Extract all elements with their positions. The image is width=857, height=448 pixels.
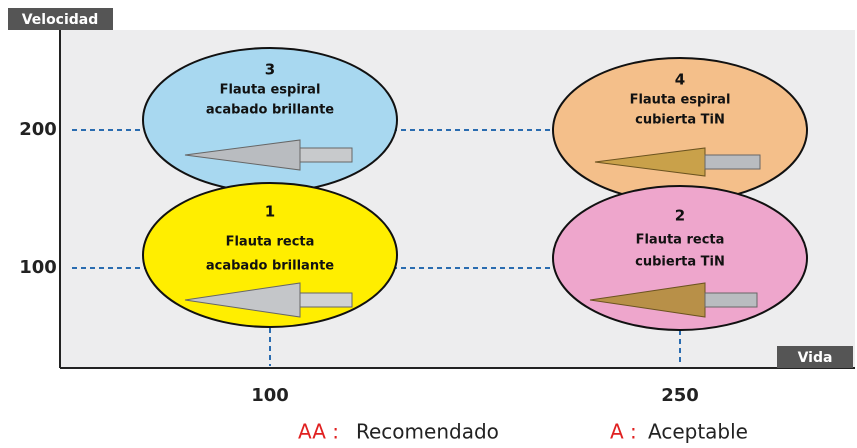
node-label: cubierta TiN — [635, 113, 725, 128]
node-number: 4 — [675, 71, 685, 89]
legend-code: A : — [610, 420, 637, 444]
y-label-box — [8, 8, 113, 30]
node-number: 2 — [675, 207, 685, 225]
legend-text: Aceptable — [648, 420, 748, 444]
x-label-box — [777, 346, 853, 368]
legend-text: Recomendado — [356, 420, 499, 444]
x-tick-label: 100 — [251, 385, 289, 406]
node-label: Flauta espiral — [220, 83, 321, 98]
x-tick-label: 250 — [661, 385, 699, 406]
node-label: Flauta espiral — [630, 93, 731, 108]
node-label: acabado brillante — [206, 103, 334, 118]
node-label: acabado brillante — [206, 259, 334, 274]
node: 1 Flauta recta acabado brillante — [142, 182, 398, 328]
node-label: Flauta recta — [636, 233, 725, 248]
node: 4 Flauta espiral cubierta TiN — [552, 57, 808, 203]
legend-code: AA : — [298, 420, 339, 444]
node-number: 1 — [265, 203, 275, 221]
y-tick-label: 100 — [19, 257, 57, 278]
node-label: Flauta recta — [226, 235, 315, 250]
node-label: cubierta TiN — [635, 255, 725, 270]
node: 2 Flauta recta cubierta TiN — [552, 185, 808, 331]
node: 3 Flauta espiral acabado brillante — [142, 47, 398, 193]
y-axis-label: Velocidad — [22, 12, 99, 28]
y-tick-label: 200 — [19, 119, 57, 140]
x-axis-label: Vida — [798, 350, 833, 366]
node-number: 3 — [265, 61, 275, 79]
